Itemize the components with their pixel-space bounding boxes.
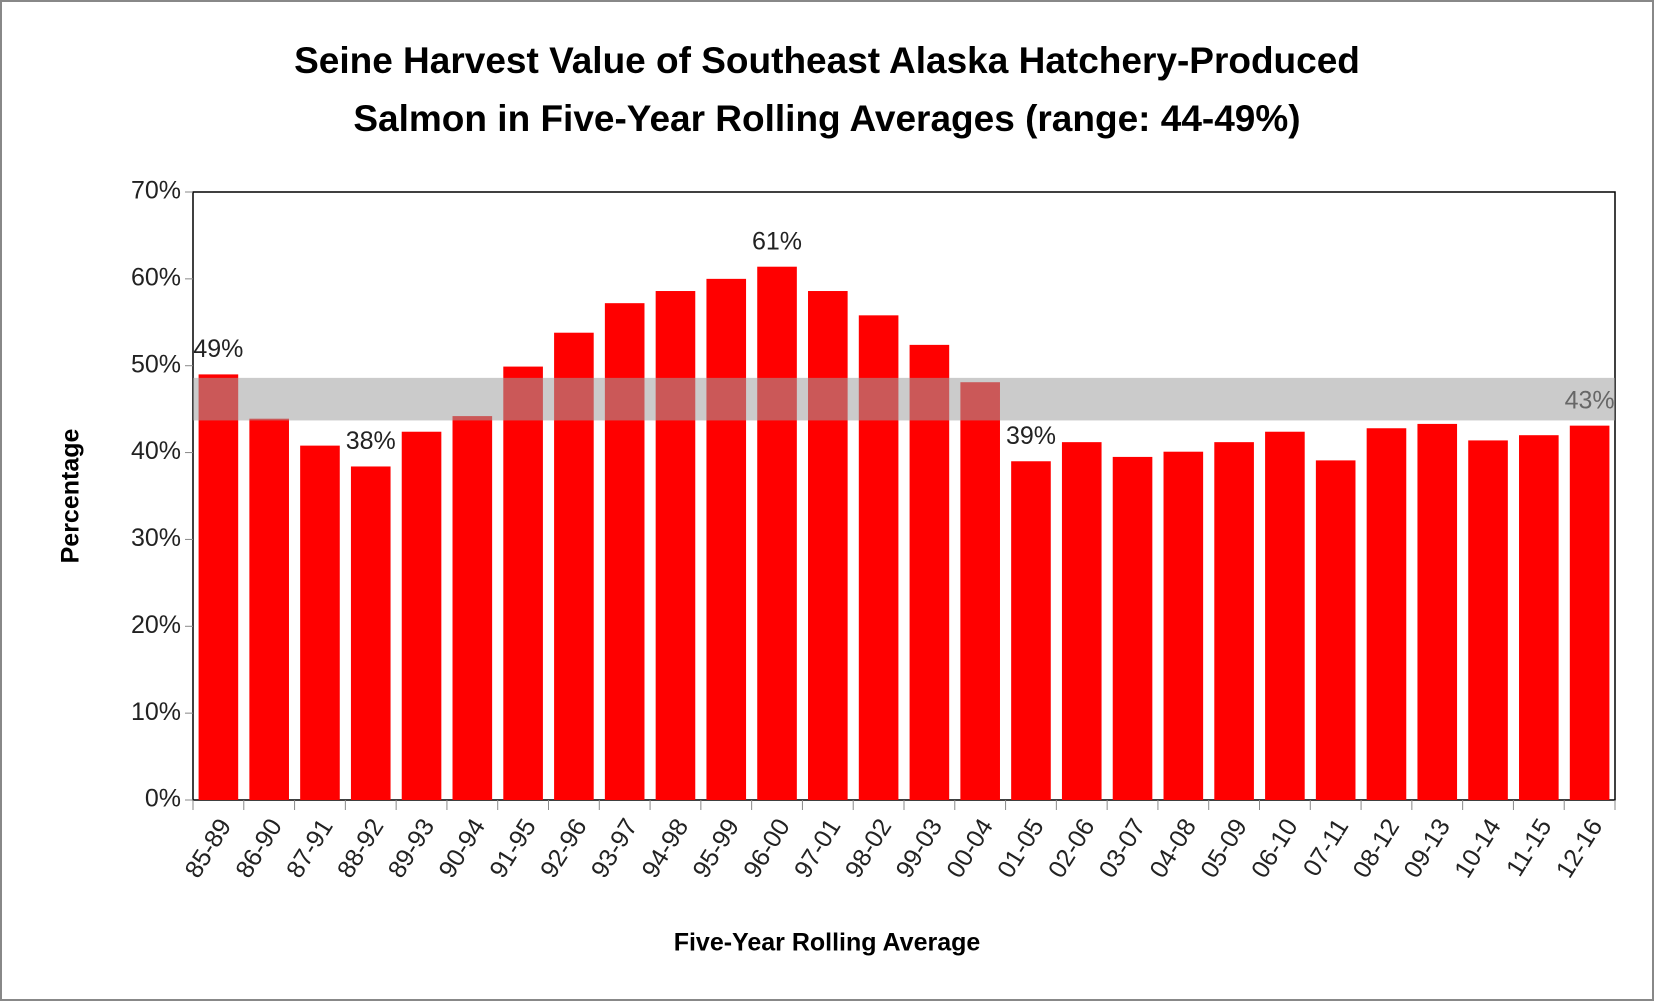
y-tick-label: 30%: [131, 524, 181, 552]
y-tick-label: 0%: [145, 785, 181, 813]
y-tick-label: 40%: [131, 437, 181, 465]
chart-title: Salmon in Five-Year Rolling Averages (ra…: [353, 98, 1300, 139]
y-axis-title: Percentage: [57, 429, 85, 564]
bar: [350, 466, 391, 800]
bar: [198, 374, 239, 800]
data-label: 61%: [752, 227, 802, 255]
range-band: [193, 377, 1615, 421]
y-tick-label: 70%: [131, 177, 181, 205]
bar: [1468, 440, 1508, 800]
bar: [1112, 456, 1153, 800]
y-tick-label: 20%: [131, 611, 181, 639]
y-tick-label: 50%: [131, 350, 181, 378]
bar: [1569, 425, 1610, 800]
bar: [909, 344, 950, 800]
chart-title: Seine Harvest Value of Southeast Alaska …: [294, 40, 1360, 81]
bar: [1366, 428, 1407, 800]
bar: [503, 366, 543, 800]
bar: [960, 382, 1000, 800]
bar: [1011, 461, 1051, 800]
y-tick-label: 10%: [131, 698, 181, 726]
bar: [655, 291, 696, 800]
bar: [1163, 451, 1204, 800]
bar: [706, 278, 747, 800]
data-label: 49%: [193, 335, 243, 363]
x-axis-title: Five-Year Rolling Average: [674, 929, 981, 957]
bar: [757, 266, 797, 800]
bar: [1315, 460, 1356, 800]
bar: [808, 291, 848, 800]
bar: [1265, 431, 1305, 800]
bar: [452, 416, 493, 800]
bar: [1519, 435, 1559, 800]
bar: [249, 418, 289, 800]
bar: [1214, 442, 1254, 800]
bar: [401, 431, 442, 800]
bar: [300, 445, 340, 800]
bar: [1061, 442, 1102, 800]
data-label: 39%: [1006, 422, 1056, 450]
bar: [1417, 423, 1458, 800]
y-tick-label: 60%: [131, 263, 181, 291]
data-label: 38%: [346, 427, 396, 455]
bar: [604, 303, 645, 800]
